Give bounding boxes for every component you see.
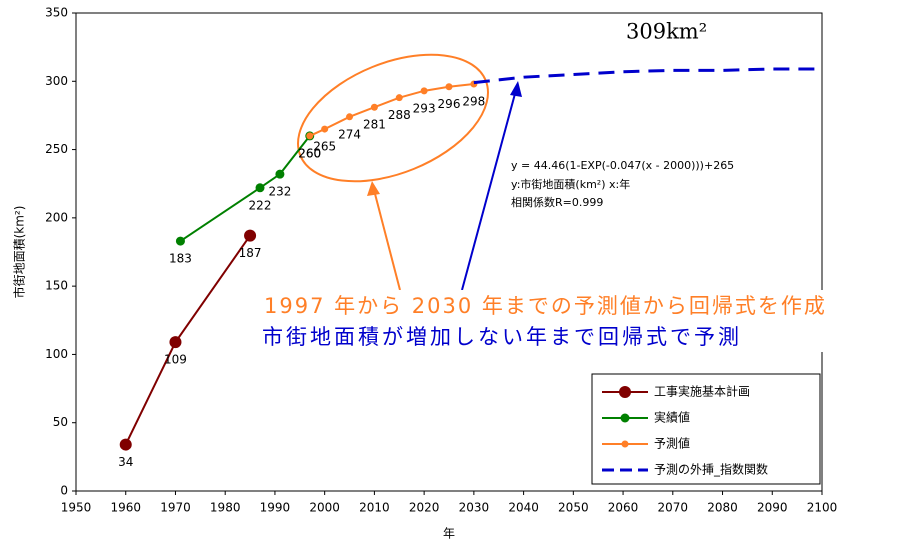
data-point	[420, 87, 428, 95]
annotation: 309km²	[626, 20, 707, 44]
x-tick-label: 1980	[210, 501, 241, 515]
data-point	[321, 125, 329, 133]
data-label: 293	[413, 101, 436, 115]
x-tick-label: 2040	[508, 501, 539, 515]
data-label: 265	[313, 140, 336, 154]
legend-label: 実績値	[654, 410, 690, 425]
data-point	[169, 336, 182, 349]
arrow-head	[510, 81, 522, 97]
data-label: 109	[164, 353, 187, 367]
y-tick-label: 250	[45, 142, 68, 156]
data-label: 296	[438, 97, 461, 111]
x-tick-label: 2070	[658, 501, 689, 515]
data-label: 260	[298, 146, 321, 160]
y-tick-label: 50	[53, 415, 68, 429]
series-line	[124, 235, 251, 446]
data-label: 222	[249, 198, 272, 212]
y-tick-label: 350	[45, 6, 68, 20]
x-tick-label: 1960	[110, 501, 141, 515]
x-tick-label: 1970	[160, 501, 191, 515]
legend-marker	[621, 440, 629, 448]
plot-area	[75, 12, 823, 492]
y-tick-label: 100	[45, 347, 68, 361]
x-tick-label: 2020	[409, 501, 440, 515]
x-tick-label: 2080	[707, 501, 738, 515]
annotation: 1997 年から 2030 年までの予測値から回帰式を作成	[264, 294, 827, 318]
y-tick-label: 0	[60, 484, 68, 498]
data-label: 298	[462, 95, 485, 109]
data-point	[275, 169, 285, 179]
legend-label: 予測の外挿_指数関数	[654, 462, 768, 477]
data-point	[244, 229, 257, 242]
data-label: 260	[298, 146, 321, 160]
y-tick-label: 200	[45, 210, 68, 224]
data-point	[119, 438, 132, 451]
series-line	[473, 67, 822, 85]
x-tick-label: 1950	[61, 501, 92, 515]
arrow	[373, 189, 401, 291]
data-label: 288	[388, 108, 411, 122]
annotation: y = 44.46(1-EXP(-0.047(x - 2000)))+265	[511, 159, 734, 172]
x-tick-label: 2090	[757, 501, 788, 515]
annotation-bg	[258, 290, 898, 352]
arrow	[461, 89, 517, 291]
x-axis-title: 年	[443, 527, 455, 541]
x-tick-label: 2060	[608, 501, 639, 515]
data-label: 183	[169, 252, 192, 266]
y-axis-title: 市街地面積(km²)	[12, 206, 27, 299]
x-tick-label: 2000	[309, 501, 340, 515]
series-line	[179, 135, 311, 242]
annotation: y:市街地面積(km²) x:年	[511, 177, 630, 191]
data-point	[370, 103, 378, 111]
y-tick-label: 300	[45, 74, 68, 88]
legend-label: 予測値	[654, 436, 690, 451]
annotation: 相関係数R=0.999	[511, 196, 603, 209]
legend-marker	[619, 386, 631, 398]
data-point	[175, 236, 185, 246]
x-tick-label: 1990	[260, 501, 291, 515]
data-label: 34	[118, 455, 133, 469]
x-tick-label: 2010	[359, 501, 390, 515]
annotation: 市街地面積が増加しない年まで回帰式で予測	[262, 325, 742, 349]
data-point	[395, 94, 403, 102]
data-label: 232	[268, 185, 291, 199]
x-tick-label: 2030	[459, 501, 490, 515]
series-line	[309, 83, 474, 137]
data-point	[255, 183, 265, 193]
x-tick-label: 2050	[558, 501, 589, 515]
x-tick-label: 2100	[807, 501, 838, 515]
data-point	[306, 132, 314, 140]
data-label: 281	[363, 118, 386, 132]
data-point	[445, 83, 453, 91]
data-label: 274	[338, 127, 361, 141]
arrow-head	[367, 181, 380, 196]
y-tick-label: 150	[45, 279, 68, 293]
legend-label: 工事実施基本計画	[654, 384, 750, 399]
legend-marker	[620, 413, 630, 423]
data-point	[346, 113, 354, 121]
data-label: 187	[239, 246, 262, 260]
